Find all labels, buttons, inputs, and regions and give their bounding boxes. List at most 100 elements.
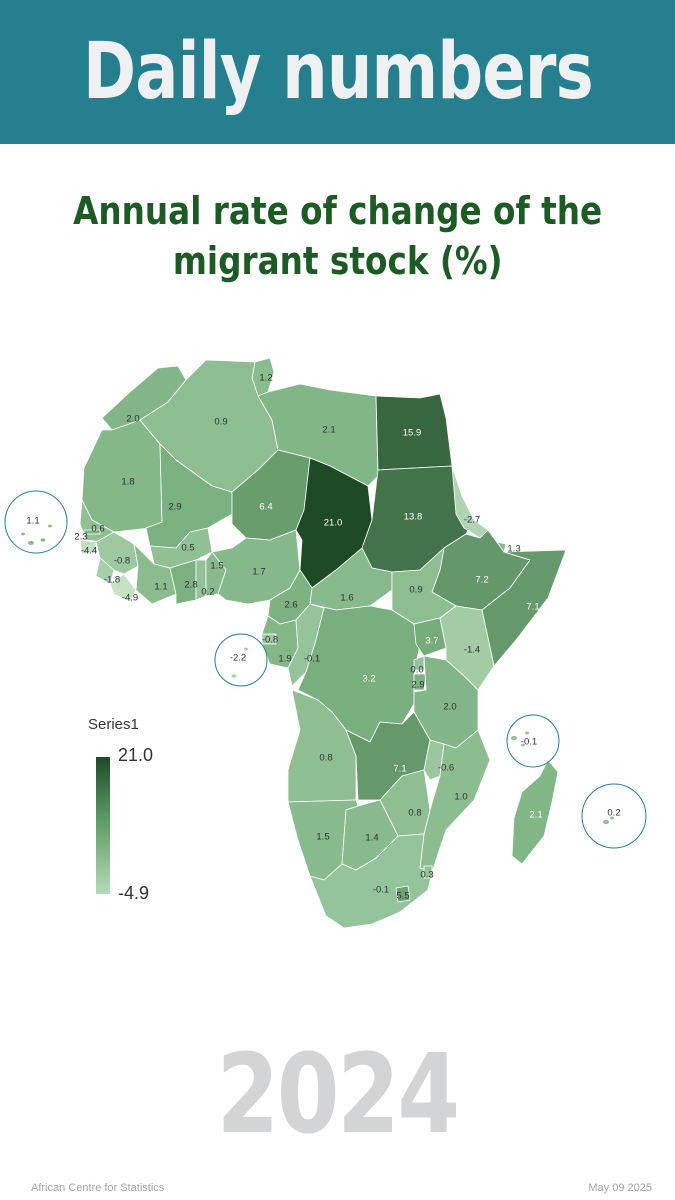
- value-label-malawi: -0.6: [438, 763, 454, 774]
- value-label-guinea-bissau: -4.4: [81, 546, 97, 557]
- value-label-tanzania: 2.0: [443, 702, 456, 713]
- value-label-ethiopia: 7.2: [475, 575, 488, 586]
- region-angola: [287, 689, 357, 803]
- value-label-angola: 0.8: [319, 753, 332, 764]
- island-cabo-verde-1: [40, 538, 46, 542]
- region-south-africa: [309, 833, 433, 929]
- region-rwanda: [413, 655, 425, 671]
- region-gambia: [83, 529, 101, 535]
- value-label-benin: 1.5: [210, 561, 223, 572]
- region-ghana: [169, 559, 197, 605]
- value-label-chad: 21.0: [324, 518, 343, 529]
- value-label-ghana: 2.8: [184, 580, 197, 591]
- value-label-liberia: -4.9: [122, 593, 138, 604]
- value-label-sierra-leone: -1.8: [104, 575, 120, 586]
- choropleth-map: 1.2 2.0 0.9 2.1 15.9 1.8 2.9 6.4 21.0 13.8 1.1 0.6 2…: [0, 340, 675, 960]
- value-label-zambia: 7.1: [393, 764, 406, 775]
- value-label-burundi: 2.9: [411, 680, 424, 691]
- island-sao-tome-and-principe-0: [231, 674, 237, 678]
- value-label-central-african-republic: 1.6: [340, 593, 353, 604]
- value-label-congo: -0.1: [304, 654, 320, 665]
- value-label-south-sudan: 0.9: [409, 585, 422, 596]
- value-label-nigeria: 1.7: [252, 567, 265, 578]
- island-mauritius-0: [603, 819, 609, 825]
- island-comoros-0: [511, 735, 517, 741]
- region-madagascar: [511, 759, 559, 865]
- island-mauritius-1: [610, 816, 614, 820]
- map-svg: 1.2 2.0 0.9 2.1 15.9 1.8 2.9 6.4 21.0 13.8 1.1 0.6 2…: [4, 357, 647, 929]
- value-label-dr-congo: 3.2: [362, 674, 375, 685]
- region-malawi: [423, 739, 445, 781]
- legend-title: Series1: [88, 716, 139, 733]
- value-label-botswana: 1.4: [365, 833, 378, 844]
- value-label-senegal: 0.6: [91, 524, 104, 535]
- value-label-western-sahara-mauritania: 1.8: [121, 477, 134, 488]
- inset-circle-sao-tome-and-principe: [214, 633, 268, 687]
- island-comoros-1: [521, 743, 525, 747]
- legend-max-value: 21.0: [118, 745, 154, 765]
- value-label-c-te-d-ivoire: 1.1: [154, 582, 167, 593]
- value-label-togo: 0.2: [201, 587, 214, 598]
- value-label-niger: 6.4: [259, 502, 272, 513]
- value-label-rwanda: 0.0: [410, 665, 423, 676]
- region-eswatini: [423, 865, 433, 879]
- map-regions: [79, 357, 567, 929]
- value-label-comoros: -0.1: [521, 737, 537, 748]
- island-cabo-verde-2: [48, 524, 52, 528]
- value-label-cabo-verde: 1.1: [26, 516, 39, 527]
- map-value-labels: 1.2 2.0 0.9 2.1 15.9 1.8 2.9 6.4 21.0 13.8 1.1 0.6 2…: [26, 373, 620, 902]
- value-label-lesotho: 5.5: [396, 891, 409, 902]
- value-label-madagascar: 2.1: [529, 810, 542, 821]
- inset-circle-mauritius: [581, 783, 647, 849]
- value-label-morocco: 2.0: [126, 414, 139, 425]
- value-label-south-africa: -0.1: [373, 885, 389, 896]
- region-liberia: [109, 573, 137, 603]
- island-cabo-verde-3: [21, 532, 25, 536]
- map-islands: [4, 490, 647, 849]
- banner-title: Daily numbers: [82, 27, 594, 117]
- value-label-burkina-faso: 0.5: [181, 543, 194, 554]
- region-mozambique: [419, 729, 491, 873]
- value-label-eswatini: 0.3: [420, 870, 433, 881]
- legend-color-scale: [96, 757, 110, 894]
- value-label-somalia: 7.1: [526, 602, 539, 613]
- inset-circle-comoros: [506, 714, 560, 768]
- region-gabon: [261, 615, 299, 669]
- map-title: Annual rate of change of the migrant sto…: [0, 186, 675, 286]
- value-label-libya: 2.1: [322, 425, 335, 436]
- island-cabo-verde-0: [28, 540, 34, 546]
- value-label-guinea: -0.8: [114, 556, 130, 567]
- value-label-gabon: 1.9: [278, 654, 291, 665]
- region-libya: [257, 383, 379, 487]
- value-label-djibouti: 1.3: [507, 544, 520, 555]
- value-label-egypt: 15.9: [403, 428, 422, 439]
- value-label-gambia: 2.3: [74, 532, 87, 543]
- value-label-sao-tome-and-principe: -2.2: [230, 653, 246, 664]
- value-label-equatorial-guinea: -0.8: [262, 635, 278, 646]
- map-title-line1: Annual rate of change of the: [72, 189, 603, 233]
- region-c-te-d-ivoire: [133, 543, 177, 605]
- header-banner: Daily numbers: [0, 0, 675, 144]
- value-label-uganda: 3.7: [425, 636, 438, 647]
- year-label: 2024: [216, 1030, 461, 1158]
- inset-circle-cabo-verde: [4, 490, 68, 554]
- region-lesotho: [395, 885, 411, 903]
- value-label-cameroon: 2.6: [284, 600, 297, 611]
- value-label-zimbabwe: 0.8: [408, 808, 421, 819]
- region-guinea-bissau: [79, 539, 97, 555]
- value-label-eritrea: -2.7: [464, 515, 480, 526]
- value-label-algeria: 0.9: [214, 417, 227, 428]
- value-label-mozambique: 1.0: [454, 792, 467, 803]
- value-label-kenya: -1.4: [464, 645, 480, 656]
- footer-date: May 09 2025: [588, 1182, 652, 1194]
- legend-min-value: -4.9: [118, 883, 150, 903]
- value-label-mali: 2.9: [168, 502, 181, 513]
- region-uganda: [413, 617, 447, 657]
- value-label-mauritius: 0.2: [607, 808, 620, 819]
- value-label-sudan: 13.8: [404, 512, 423, 523]
- value-label-namibia: 1.5: [316, 832, 329, 843]
- value-label-tunisia: 1.2: [259, 373, 272, 384]
- footer-source: African Centre for Statistics: [31, 1182, 165, 1194]
- island-sao-tome-and-principe-1: [244, 647, 248, 651]
- island-comoros-2: [525, 731, 529, 735]
